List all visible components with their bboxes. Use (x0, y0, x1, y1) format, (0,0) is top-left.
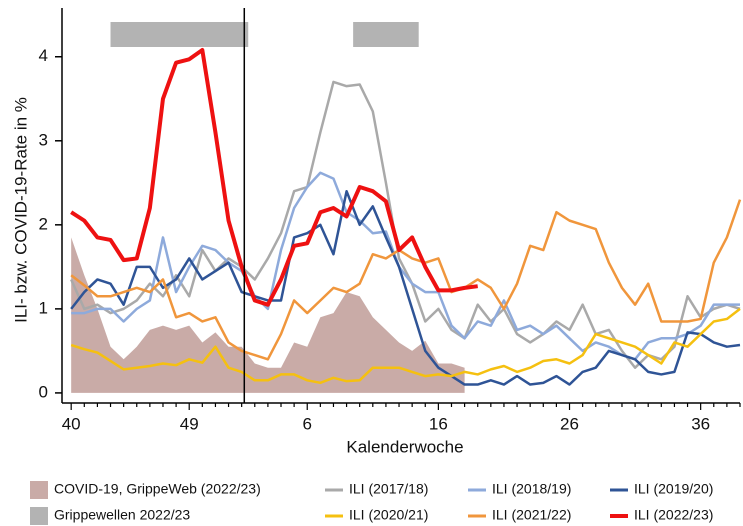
ili-line (70, 80, 741, 369)
legend-swatch (30, 507, 48, 525)
legend-label: Grippewellen 2022/23 (54, 507, 190, 523)
x-tick-label: 6 (302, 414, 311, 433)
x-tick-label: 36 (691, 414, 710, 433)
x-tick-label: 16 (429, 414, 448, 433)
ili-line (70, 307, 741, 385)
y-tick-label: 0 (39, 382, 48, 401)
ili-line (70, 199, 742, 361)
x-tick-label: 26 (560, 414, 579, 433)
covid-area (71, 237, 465, 393)
legend: COVID-19, GrippeWeb (2022/23) ILI (2017/1… (30, 481, 713, 525)
y-tick-label: 4 (39, 46, 48, 65)
legend-label: ILI (2018/19) (492, 481, 571, 497)
legend-label: ILI (2019/20) (634, 481, 713, 497)
y-tick-label: 3 (39, 130, 48, 149)
x-axis-label: Kalenderwoche (346, 437, 463, 456)
legend-label: COVID-19, GrippeWeb (2022/23) (54, 481, 261, 497)
legend-label: ILI (2022/23) (634, 507, 713, 523)
legend-label: ILI (2017/18) (349, 481, 428, 497)
legend-swatch (30, 481, 48, 499)
ili-line (70, 189, 741, 386)
legend-label: ILI (2020/21) (349, 507, 428, 523)
x-tick-label: 49 (180, 414, 199, 433)
flu-wave (110, 22, 249, 47)
y-axis-label: ILI- bzw. COVID-19-Rate in % (11, 97, 30, 323)
legend-label: ILI (2021/22) (492, 507, 571, 523)
x-tick-label: 40 (62, 414, 81, 433)
y-tick-label: 1 (39, 298, 48, 317)
flu-wave (353, 22, 419, 47)
ili-line (70, 48, 478, 307)
y-tick-label: 2 (39, 214, 48, 233)
